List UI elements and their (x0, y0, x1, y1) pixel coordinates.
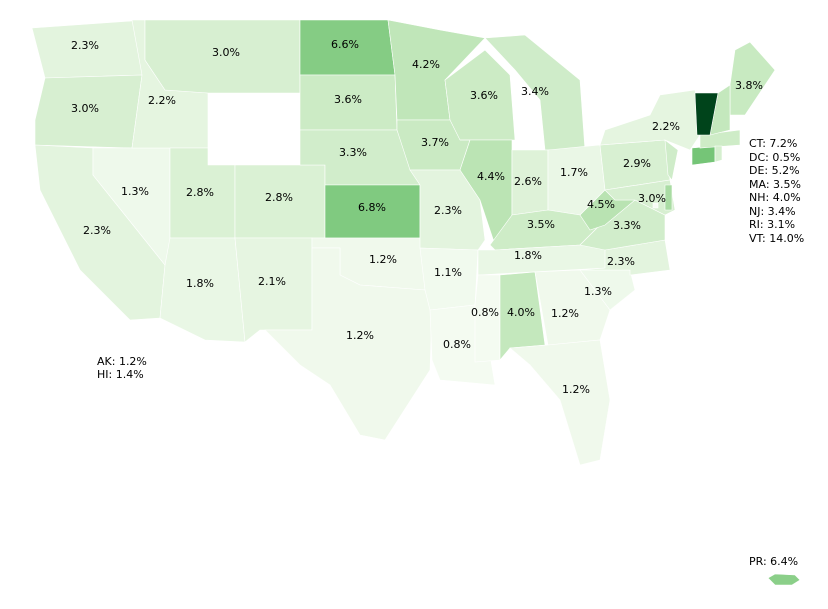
value-label: 6.8% (358, 201, 386, 214)
value-label: 2.6% (514, 175, 542, 188)
value-label: 6.6% (331, 38, 359, 51)
value-label: NJ: 3.4% (749, 205, 796, 218)
value-label: 2.3% (607, 255, 635, 268)
value-label: 2.3% (71, 39, 99, 52)
value-label: DE: 5.2% (749, 164, 800, 177)
region (444, 49, 516, 141)
value-label: 2.8% (186, 186, 214, 199)
value-label: 1.7% (560, 166, 588, 179)
region (767, 573, 801, 586)
region (509, 339, 611, 466)
region (419, 247, 479, 311)
value-label: 3.3% (339, 146, 367, 159)
value-label: AK: 1.2% (97, 355, 147, 368)
region (34, 74, 143, 149)
value-label: 3.3% (613, 219, 641, 232)
value-label: 3.5% (527, 218, 555, 231)
value-label: NH: 4.0% (749, 191, 801, 204)
value-label: 2.2% (148, 94, 176, 107)
value-label: 3.0% (212, 46, 240, 59)
region (691, 145, 716, 166)
value-label: DC: 0.5% (749, 151, 800, 164)
region (579, 239, 671, 276)
value-label: 2.3% (434, 204, 462, 217)
value-label: 2.9% (623, 157, 651, 170)
region (159, 237, 246, 343)
value-label: 3.6% (334, 93, 362, 106)
value-label: 4.0% (507, 306, 535, 319)
value-label: 1.3% (121, 185, 149, 198)
value-label: 3.8% (735, 79, 763, 92)
value-label: 3.0% (638, 192, 666, 205)
region (714, 145, 723, 163)
value-label: 4.4% (477, 170, 505, 183)
value-label: 4.5% (587, 198, 615, 211)
value-label: RI: 3.1% (749, 218, 795, 231)
value-label: 2.2% (652, 120, 680, 133)
region (264, 247, 433, 441)
region (599, 89, 701, 151)
value-label: 3.6% (470, 89, 498, 102)
value-label: PR: 6.4% (749, 555, 798, 568)
value-label: 3.4% (521, 85, 549, 98)
value-label: CT: 7.2% (749, 137, 797, 150)
value-label: 2.1% (258, 275, 286, 288)
value-label: HI: 1.4% (97, 368, 144, 381)
region (664, 184, 673, 211)
value-label: 1.2% (369, 253, 397, 266)
value-label: 0.8% (471, 306, 499, 319)
value-label: 2.3% (83, 224, 111, 237)
value-label: 1.8% (186, 277, 214, 290)
value-label: 2.8% (265, 191, 293, 204)
value-label: 1.2% (562, 383, 590, 396)
region (474, 274, 501, 363)
value-label: 4.2% (412, 58, 440, 71)
region (664, 139, 679, 181)
region (234, 237, 313, 343)
region (694, 92, 719, 136)
region (534, 269, 611, 346)
value-label: 1.2% (551, 307, 579, 320)
value-label: 1.3% (584, 285, 612, 298)
value-label: 0.8% (443, 338, 471, 351)
value-label: 1.2% (346, 329, 374, 342)
value-label: VT: 14.0% (749, 232, 804, 245)
value-label: 3.0% (71, 102, 99, 115)
value-label: 1.1% (434, 266, 462, 279)
value-label: 3.7% (421, 136, 449, 149)
no-data-region (207, 92, 301, 166)
value-label: 1.8% (514, 249, 542, 262)
region (652, 202, 659, 209)
value-label: MA: 3.5% (749, 178, 801, 191)
